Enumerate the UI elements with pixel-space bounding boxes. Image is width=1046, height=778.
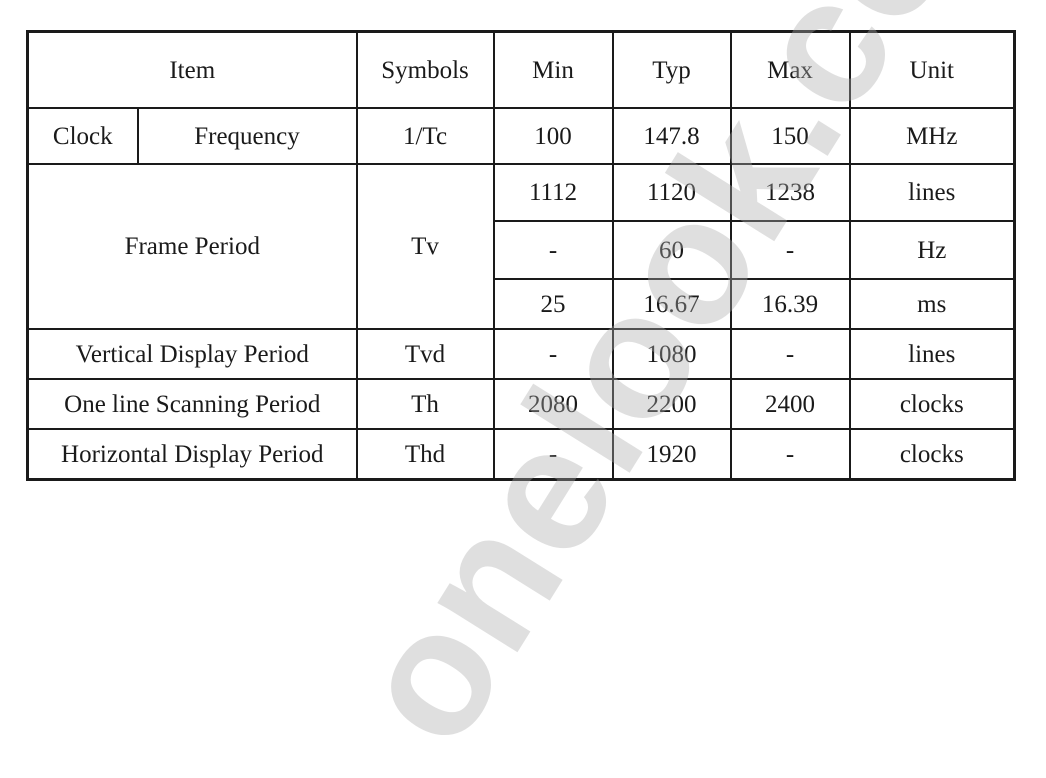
symbol-cell: Tvd [355, 328, 495, 380]
max-cell: 16.39 [729, 278, 851, 330]
table-row: Frame Period Tv 1112 1120 1238 lines [26, 163, 1016, 330]
max-cell: - [729, 220, 851, 280]
max-cell: - [729, 328, 851, 380]
header-row: Item Symbols Min Typ Max Unit [26, 30, 1016, 109]
item-cell: Horizontal Display Period [26, 428, 358, 481]
typ-cell: 2200 [611, 378, 732, 430]
max-cell: 150 [729, 107, 851, 165]
max-cell: - [729, 428, 851, 481]
typ-cell: 60 [611, 220, 732, 280]
header-min: Min [492, 30, 614, 109]
max-cell: 1238 [729, 163, 851, 222]
table-row: Horizontal Display Period Thd - 1920 - c… [26, 428, 1016, 481]
min-cell: 1112 [492, 163, 614, 222]
symbol-cell: 1/Tc [355, 107, 495, 165]
item-cell: One line Scanning Period [26, 378, 358, 430]
symbol-cell: Tv [355, 163, 495, 330]
min-cell: - [492, 428, 614, 481]
table-row: Vertical Display Period Tvd - 1080 - lin… [26, 328, 1016, 380]
symbol-cell: Thd [355, 428, 495, 481]
unit-cell: lines [848, 328, 1016, 380]
unit-cell: lines [848, 163, 1016, 222]
header-symbols: Symbols [355, 30, 495, 109]
clock-group-cell: Clock [26, 107, 139, 165]
header-unit: Unit [848, 30, 1016, 109]
min-cell: - [492, 328, 614, 380]
typ-cell: 16.67 [611, 278, 732, 330]
symbol-cell: Th [355, 378, 495, 430]
header-item: Item [26, 30, 358, 109]
typ-cell: 1080 [611, 328, 732, 380]
typ-cell: 1120 [611, 163, 732, 222]
table-row: One line Scanning Period Th 2080 2200 24… [26, 378, 1016, 430]
typ-cell: 147.8 [611, 107, 732, 165]
table-row: - 60 - Hz [28, 220, 1016, 280]
unit-cell: Hz [848, 220, 1016, 280]
typ-cell: 1920 [611, 428, 732, 481]
min-cell: 2080 [492, 378, 614, 430]
item-cell: Vertical Display Period [26, 328, 358, 380]
min-cell: 100 [492, 107, 614, 165]
unit-cell: MHz [848, 107, 1016, 165]
max-cell: 2400 [729, 378, 851, 430]
header-max: Max [729, 30, 851, 109]
min-cell: - [492, 220, 614, 280]
unit-cell: clocks [848, 428, 1016, 481]
unit-cell: clocks [848, 378, 1016, 430]
table-row: Clock Frequency 1/Tc 100 147.8 150 MHz [26, 107, 1016, 165]
min-cell: 25 [492, 278, 614, 330]
table-row: 25 16.67 16.39 ms [28, 278, 1016, 330]
frame-period-item-cell: Frame Period [26, 163, 358, 330]
header-typ: Typ [611, 30, 732, 109]
clock-item-cell: Frequency [136, 107, 358, 165]
timing-spec-table: Item Symbols Min Typ Max Unit Clock Freq… [26, 30, 1017, 481]
unit-cell: ms [848, 278, 1016, 330]
